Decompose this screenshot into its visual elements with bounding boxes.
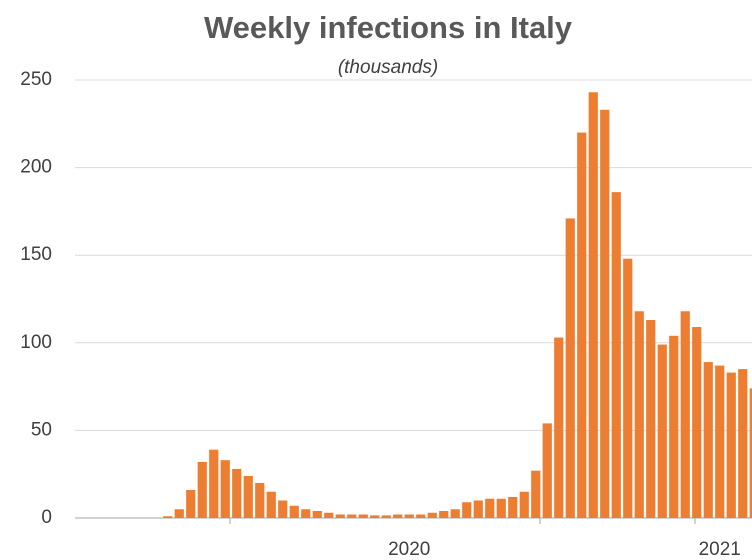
bar [163,516,173,518]
x-tick-label: 2020 [388,539,430,560]
bar [186,489,196,518]
bar [450,509,460,518]
bar [347,514,357,518]
bar [358,514,368,518]
y-tick-label: 200 [20,157,52,178]
bar [496,498,506,518]
x-axis-ticks [229,518,696,524]
bar [680,311,690,518]
bar [324,512,334,518]
y-tick-label: 100 [20,332,52,353]
bar [312,510,322,518]
x-tick-label: 2021 [699,539,741,560]
bar [232,468,242,518]
y-tick-label: 0 [41,507,52,528]
bar [243,475,253,518]
bar [657,344,667,518]
bar [577,132,587,518]
bar [462,502,472,518]
chart-subtitle: (thousands) [338,57,438,78]
bar [209,449,219,518]
bar [715,365,725,518]
bar [335,514,345,518]
bar [427,512,437,518]
bar [266,491,276,518]
bar [646,320,656,518]
bar [531,470,541,518]
bar [197,461,207,518]
bar [174,509,184,518]
bar [749,388,752,518]
bar [416,514,426,518]
bar [726,372,736,518]
bar [485,498,495,518]
y-tick-label: 150 [20,244,52,265]
bar [692,327,702,518]
bar [588,92,598,518]
bar [738,369,748,518]
bar [289,505,299,518]
y-tick-label: 250 [20,69,52,90]
bar [301,509,311,518]
bar [542,423,552,518]
bar [370,515,380,518]
bar [255,482,265,518]
bar [508,496,518,518]
bar [600,109,610,518]
bar [473,500,483,518]
bar [623,258,633,518]
bar [565,218,575,518]
bar [278,500,288,518]
bar [404,514,414,518]
bar [634,311,644,518]
bar [220,460,230,518]
bar [381,515,391,518]
chart-title: Weekly infections in Italy [204,10,573,45]
y-tick-label: 50 [31,419,52,440]
bar [669,335,679,518]
bar [519,491,529,518]
bar [703,362,713,518]
bar [554,337,564,518]
bar [611,192,621,519]
bar [393,514,403,518]
bar [439,510,449,518]
